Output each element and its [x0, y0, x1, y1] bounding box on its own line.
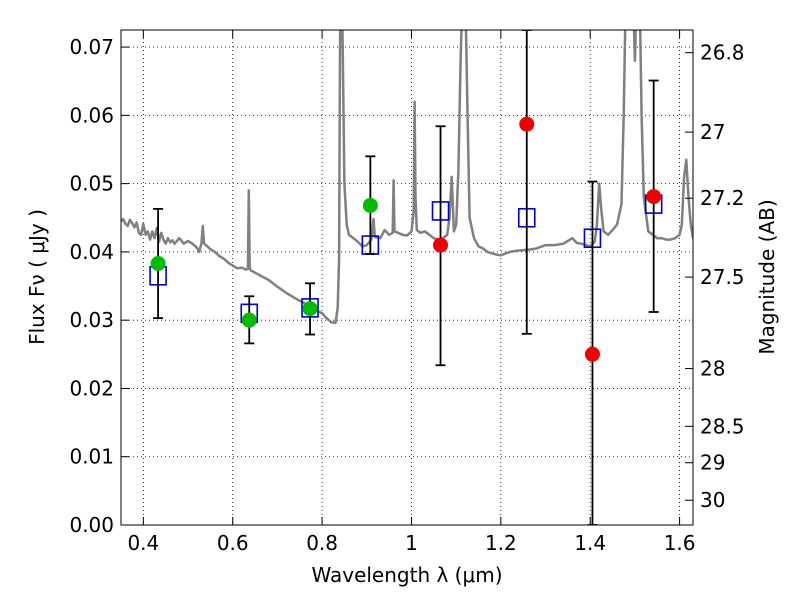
y-tick-label: 0.02 — [69, 376, 114, 400]
x-tick-label: 1.4 — [574, 531, 606, 555]
detection-point — [241, 312, 257, 328]
x-axis-label: Wavelength λ (μm) — [311, 563, 502, 587]
y-axis-label: Flux Fν ( μJy ) — [25, 209, 49, 345]
detection-point — [362, 197, 378, 213]
y2-tick-label: 28.5 — [700, 414, 745, 438]
y2-tick-label: 27 — [700, 120, 725, 144]
y-tick-label: 0.05 — [69, 172, 114, 196]
model-spectrum-line — [121, 30, 693, 325]
y-tick-label: 0.00 — [69, 513, 114, 537]
plot-area — [121, 30, 693, 525]
x-tick-label: 1 — [405, 531, 418, 555]
x-tick-label: 1.2 — [485, 531, 517, 555]
grid-lines — [121, 30, 693, 526]
flux-point — [584, 346, 600, 362]
y-tick-label: 0.06 — [69, 103, 114, 127]
y2-tick-label: 27.5 — [700, 265, 745, 289]
y2-tick-label: 30 — [700, 488, 725, 512]
axis-ticks: 0.4 0.6 0.8 1 1.2 1.4 1.6 0.00 0.01 0.02 0.03 0.04 0… — [69, 30, 745, 555]
x-tick-label: 0.6 — [217, 531, 249, 555]
flux-point — [519, 116, 535, 132]
y2-tick-label: 27.2 — [700, 186, 745, 210]
x-tick-label: 0.4 — [127, 531, 159, 555]
y-tick-label: 0.03 — [69, 308, 114, 332]
y-tick-label: 0.04 — [69, 240, 114, 264]
y2-tick-label: 28 — [700, 357, 725, 381]
flux-point — [433, 237, 449, 253]
y2-axis-label: Magnitude (AB) — [755, 199, 779, 354]
detection-point — [150, 256, 166, 272]
flux-point — [646, 189, 662, 205]
y2-tick-label: 26.8 — [700, 41, 745, 65]
y-tick-label: 0.01 — [69, 445, 114, 469]
detection-point — [302, 301, 318, 317]
y-tick-label: 0.07 — [69, 35, 114, 59]
plot-frame — [120, 29, 694, 526]
y2-tick-label: 29 — [700, 451, 725, 475]
x-tick-label: 1.6 — [664, 531, 696, 555]
x-tick-label: 0.8 — [306, 531, 338, 555]
